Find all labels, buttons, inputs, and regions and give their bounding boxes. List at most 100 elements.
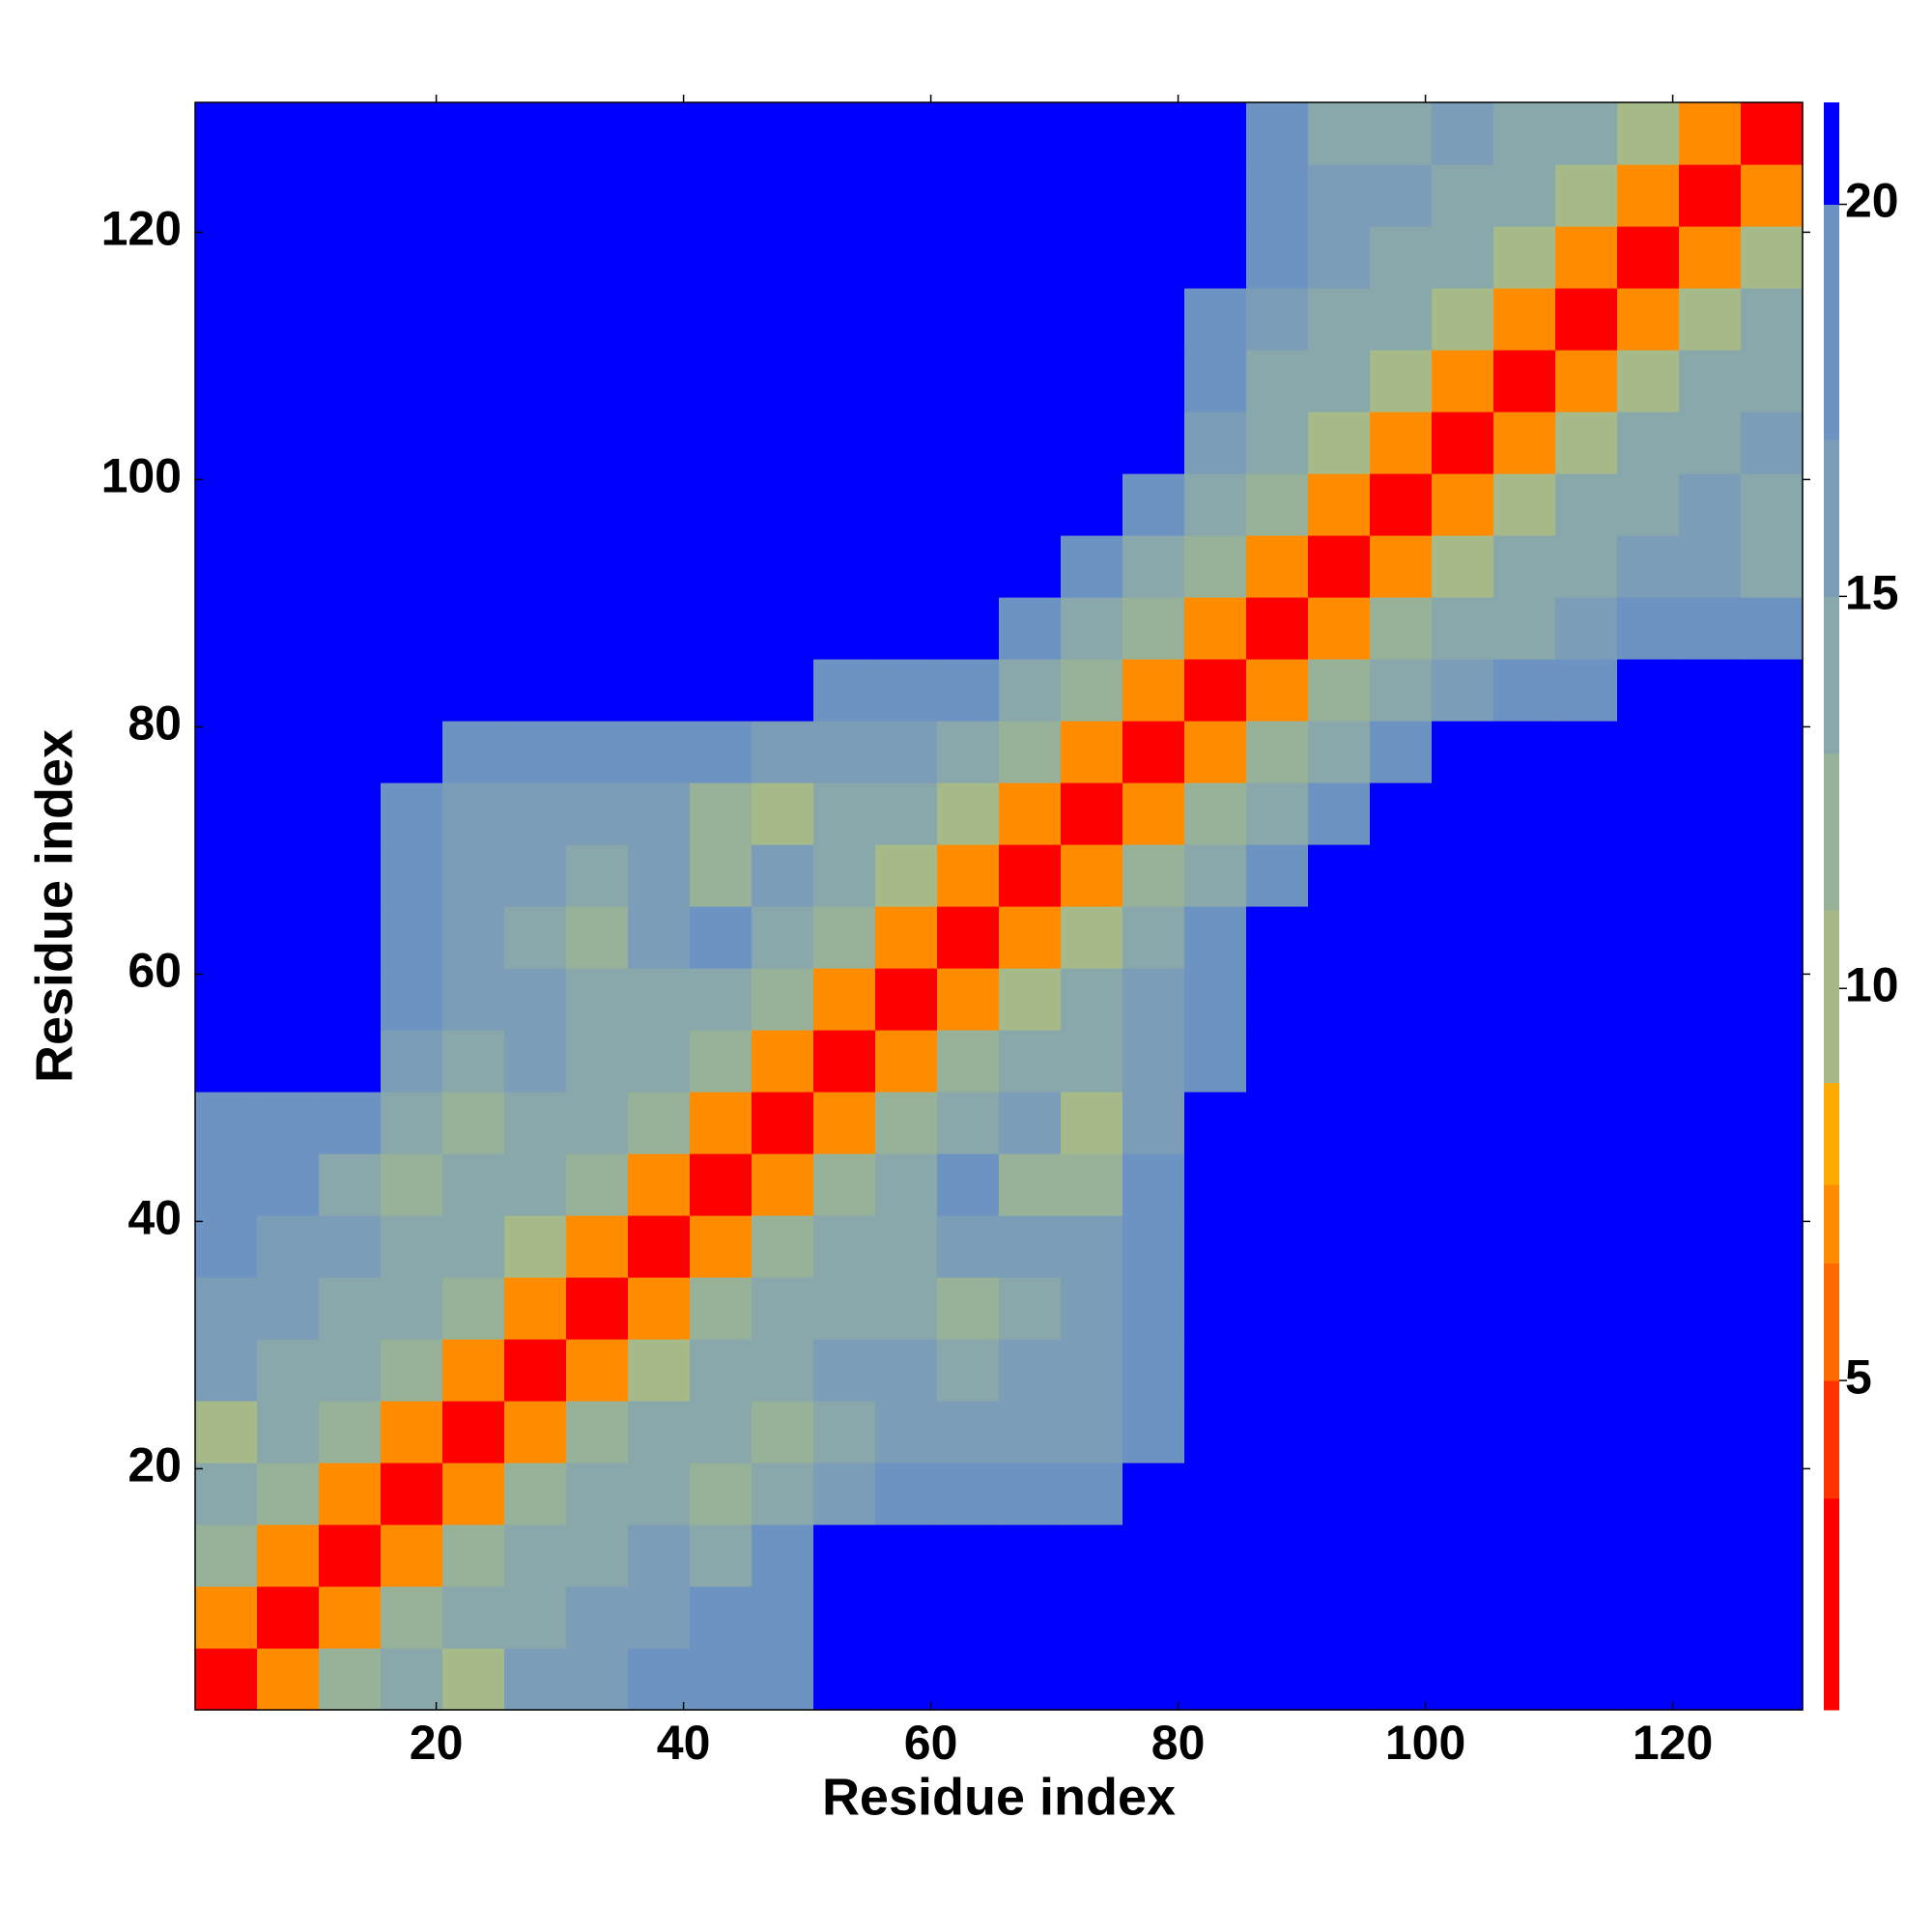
- heat-cell: [937, 102, 1000, 165]
- heat-cell: [566, 968, 629, 1031]
- heat-cell: [1184, 350, 1247, 412]
- heat-cell: [1308, 350, 1371, 412]
- heat-cell: [1555, 1092, 1618, 1154]
- heat-cell: [1061, 1339, 1123, 1402]
- heat-cell: [442, 1030, 505, 1093]
- heat-cell: [442, 535, 505, 598]
- heat-cell: [195, 412, 258, 474]
- heat-cell: [813, 1339, 876, 1402]
- heat-cell: [257, 1648, 320, 1711]
- heat-cell: [752, 659, 814, 722]
- heat-cell: [1493, 164, 1556, 227]
- heat-cell: [381, 597, 443, 660]
- heat-cell: [504, 1153, 567, 1216]
- heat-cell: [1679, 721, 1742, 783]
- heat-cell: [1617, 1586, 1680, 1649]
- heat-cell: [1246, 164, 1309, 227]
- plot-frame: [194, 101, 1804, 1711]
- heat-cell: [1741, 782, 1804, 845]
- heat-cell: [195, 1339, 258, 1402]
- heat-cell: [690, 412, 753, 474]
- heat-cell: [381, 288, 443, 351]
- heat-cell: [1246, 1277, 1309, 1340]
- heat-cell: [1308, 597, 1371, 660]
- heat-cell: [875, 782, 938, 845]
- heat-cell: [813, 288, 876, 351]
- heat-cell: [566, 226, 629, 289]
- colorbar-segment: [1824, 753, 1839, 911]
- heat-cell: [1308, 659, 1371, 722]
- heat-cell: [690, 968, 753, 1031]
- heat-cell: [442, 412, 505, 474]
- heat-cell: [504, 659, 567, 722]
- heat-cell: [319, 1524, 382, 1587]
- heat-cell: [628, 226, 691, 289]
- heat-cell: [1432, 659, 1494, 722]
- x-axis-label: Residue index: [822, 1768, 1176, 1826]
- heat-cell: [442, 782, 505, 845]
- heat-cell: [752, 1215, 814, 1278]
- heat-cell: [999, 535, 1062, 598]
- heat-cell: [1493, 844, 1556, 907]
- heat-cell: [381, 1339, 443, 1402]
- heat-cell: [1246, 102, 1309, 165]
- heat-cell: [1493, 782, 1556, 845]
- colorbar-segment: [1824, 910, 1839, 1084]
- heat-cell: [1679, 597, 1742, 660]
- heat-cell: [999, 1092, 1062, 1154]
- heat-cell: [999, 1215, 1062, 1278]
- heat-cell: [195, 782, 258, 845]
- heat-cell: [999, 1153, 1062, 1216]
- heat-cell: [381, 164, 443, 227]
- heat-cell: [566, 1648, 629, 1711]
- heat-cell: [319, 1277, 382, 1340]
- heat-cell: [690, 1153, 753, 1216]
- heat-cell: [628, 1648, 691, 1711]
- heat-cell: [690, 659, 753, 722]
- heat-cell: [195, 1524, 258, 1587]
- heat-cell: [566, 535, 629, 598]
- heat-cell: [319, 844, 382, 907]
- heat-cell: [690, 226, 753, 289]
- heat-cell: [1432, 473, 1494, 536]
- heat-cell: [1370, 1648, 1433, 1711]
- heat-cell: [319, 102, 382, 165]
- heat-cell: [504, 968, 567, 1031]
- heat-cell: [1370, 1153, 1433, 1216]
- heat-cell: [1122, 844, 1185, 907]
- heat-cell: [195, 968, 258, 1031]
- heat-cell: [1370, 1463, 1433, 1525]
- heat-cell: [504, 535, 567, 598]
- heat-cell: [257, 1401, 320, 1463]
- heat-cell: [1679, 906, 1742, 969]
- heat-cell: [628, 1524, 691, 1587]
- heat-cell: [195, 1401, 258, 1463]
- heat-cell: [1061, 1277, 1123, 1340]
- heat-cell: [566, 1339, 629, 1402]
- heat-cell: [937, 1524, 1000, 1587]
- heat-cell: [1679, 350, 1742, 412]
- heat-cell: [1493, 1586, 1556, 1649]
- heat-cell: [1061, 1401, 1123, 1463]
- heat-cell: [937, 1215, 1000, 1278]
- heat-cell: [319, 1339, 382, 1402]
- heat-cell: [1246, 1030, 1309, 1093]
- heat-cell: [1184, 288, 1247, 351]
- heat-cell: [257, 1339, 320, 1402]
- heat-cell: [257, 412, 320, 474]
- heat-cell: [442, 1463, 505, 1525]
- heat-cell: [1617, 288, 1680, 351]
- heat-cell: [1061, 1463, 1123, 1525]
- heat-cell: [628, 659, 691, 722]
- heat-cell: [1741, 102, 1804, 165]
- heat-cell: [1493, 1648, 1556, 1711]
- heat-cell: [1432, 1092, 1494, 1154]
- colorbar-segment: [1824, 596, 1839, 754]
- heat-cell: [875, 1339, 938, 1402]
- heat-cell: [1741, 1524, 1804, 1587]
- heat-cell: [1308, 1339, 1371, 1402]
- heat-cell: [813, 1277, 876, 1340]
- heat-cell: [1679, 473, 1742, 536]
- heat-cell: [1432, 1339, 1494, 1402]
- heat-cell: [504, 288, 567, 351]
